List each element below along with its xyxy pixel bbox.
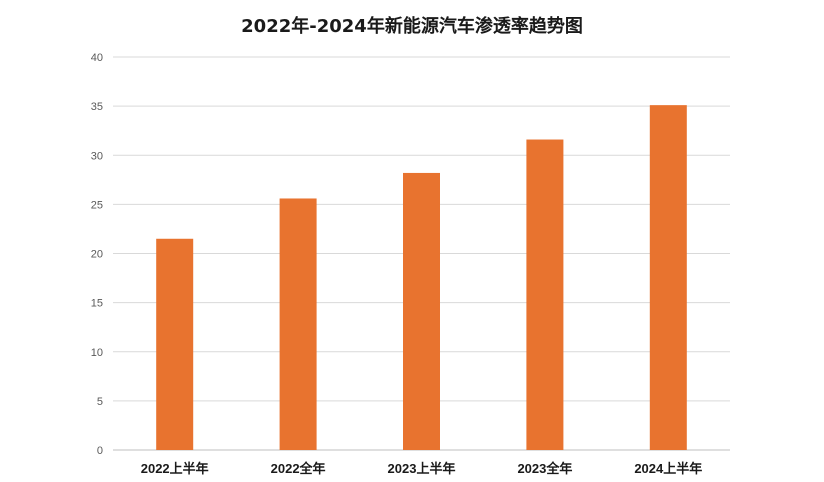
y-tick-label: 35 (91, 101, 103, 113)
bar (649, 105, 687, 450)
y-tick-label: 5 (97, 396, 103, 408)
bar (156, 238, 194, 450)
x-tick-label: 2023全年 (517, 461, 572, 476)
x-tick-label: 2023上半年 (388, 461, 456, 476)
bar (403, 172, 440, 450)
x-axis-ticks: 2022上半年 2022全年 2023上半年 2023全年 2024上半年 (141, 461, 703, 476)
bars (156, 105, 687, 450)
x-tick-label: 2022全年 (271, 461, 326, 476)
y-axis-ticks: 0 5 10 15 20 25 30 35 40 (91, 52, 103, 457)
chart-title: 2022年-2024年新能源汽车渗透率趋势图 (241, 16, 583, 37)
y-tick-label: 25 (91, 199, 103, 211)
y-tick-label: 40 (91, 52, 103, 64)
y-tick-label: 0 (97, 445, 103, 457)
x-tick-label: 2022上半年 (141, 461, 209, 476)
bar (526, 139, 564, 450)
y-tick-label: 15 (91, 298, 103, 310)
y-tick-label: 10 (91, 347, 103, 359)
y-tick-label: 30 (91, 150, 103, 162)
y-tick-label: 20 (91, 249, 103, 261)
x-tick-label: 2024上半年 (634, 461, 702, 476)
bar (279, 198, 317, 450)
